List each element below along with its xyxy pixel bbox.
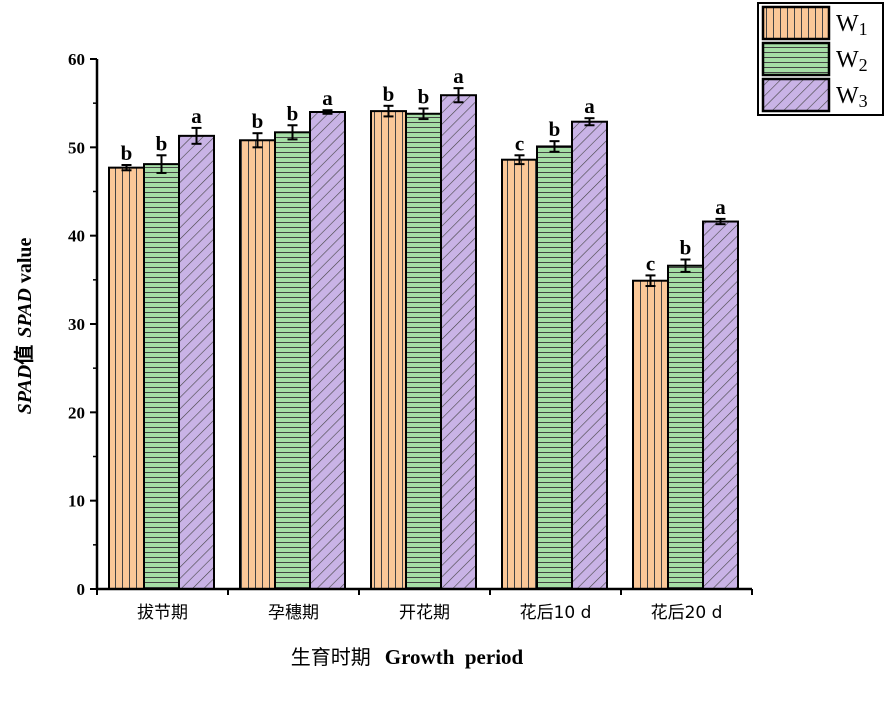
bar-w2-1 bbox=[143, 163, 180, 590]
legend-swatch-w3 bbox=[761, 77, 831, 113]
legend: W1 W2 W3 bbox=[757, 2, 884, 116]
error-bar-w2-4 bbox=[549, 140, 560, 153]
sig-letter-w2-3: b bbox=[418, 84, 430, 108]
x-axis-label-cn: 生育时期 bbox=[291, 645, 371, 669]
x-tick-label: 花后10 d bbox=[520, 603, 592, 623]
y-axis-label-part-3: SPAD bbox=[14, 288, 36, 338]
y-axis-label: SPAD值 SPAD value bbox=[12, 237, 36, 414]
x-tick-label: 花后20 d bbox=[651, 603, 723, 623]
sig-letter-w3-3: a bbox=[453, 64, 464, 88]
y-tick-label: 40 bbox=[68, 227, 85, 246]
bar-w2-5 bbox=[667, 264, 704, 590]
bar-w2-2 bbox=[274, 131, 311, 590]
x-ticks: 拔节期 孕穗期 开花期 花后10 d 花后20 d bbox=[96, 589, 753, 623]
error-bar-w3-4 bbox=[584, 117, 595, 127]
y-tick-label: 20 bbox=[68, 403, 85, 422]
sig-letter-w1-2: b bbox=[252, 109, 264, 133]
sig-letter-w3-2: a bbox=[322, 86, 333, 110]
error-bar-w2-1 bbox=[156, 154, 167, 174]
legend-label-w2: W2 bbox=[836, 47, 868, 75]
sig-letter-w3-1: a bbox=[191, 104, 202, 128]
bar-w1-3 bbox=[370, 110, 407, 590]
error-bar-w1-2 bbox=[252, 132, 263, 149]
legend-label-w1: W1 bbox=[836, 11, 868, 39]
bar-w3-2 bbox=[309, 111, 346, 590]
error-bar-w1-4 bbox=[514, 154, 525, 166]
error-bar-w3-5 bbox=[715, 217, 726, 226]
sig-letter-w1-1: b bbox=[121, 141, 133, 165]
error-bar-w2-3 bbox=[418, 107, 429, 121]
error-bar-w3-3 bbox=[453, 87, 464, 104]
bar-w1-5 bbox=[632, 279, 669, 590]
y-tick-label: 0 bbox=[77, 580, 86, 599]
sig-letter-w2-1: b bbox=[156, 131, 168, 155]
y-tick-label: 60 bbox=[68, 50, 85, 69]
y-tick-label: 30 bbox=[68, 315, 85, 334]
x-tick-label: 开花期 bbox=[399, 603, 450, 623]
x-axis-label: 生育时期 Growth period bbox=[291, 645, 524, 669]
bar-w3-5 bbox=[702, 220, 739, 591]
error-bar-w1-5 bbox=[645, 274, 656, 288]
error-bar-w1-1 bbox=[121, 164, 132, 172]
bar-w2-4 bbox=[536, 145, 573, 590]
x-tick-label: 孕穗期 bbox=[268, 603, 319, 623]
y-axis-label-part-1: SPAD bbox=[14, 365, 36, 415]
y-axis-label-part-4: value bbox=[14, 237, 36, 288]
x-tick-label: 拔节期 bbox=[137, 603, 188, 623]
bar-w3-3 bbox=[440, 94, 477, 590]
error-bars-layer bbox=[121, 87, 726, 288]
bar-w3-4 bbox=[571, 120, 608, 590]
sig-letter-w1-4: c bbox=[515, 131, 524, 155]
y-ticks: 0 10 20 30 40 50 60 bbox=[68, 50, 97, 599]
bar-w2-3 bbox=[405, 112, 442, 591]
y-tick-label: 50 bbox=[68, 138, 85, 157]
bar-w1-4 bbox=[501, 158, 538, 590]
x-axis-label-en: Growth period bbox=[385, 645, 524, 669]
legend-label-w3: W3 bbox=[836, 83, 868, 111]
error-bar-w2-5 bbox=[680, 258, 691, 273]
legend-swatch-w2 bbox=[761, 41, 831, 77]
sig-letter-w1-5: c bbox=[646, 251, 655, 275]
sig-letter-w2-4: b bbox=[549, 117, 561, 141]
error-bar-w3-1 bbox=[191, 126, 202, 145]
sig-letter-w3-5: a bbox=[715, 195, 726, 219]
error-bar-w3-2 bbox=[322, 109, 333, 115]
bars-layer bbox=[108, 94, 739, 591]
bar-w1-2 bbox=[239, 139, 276, 590]
legend-swatch-w1 bbox=[761, 5, 831, 41]
bar-w3-1 bbox=[178, 134, 215, 590]
error-bar-w1-3 bbox=[383, 104, 394, 118]
sig-letter-w2-5: b bbox=[680, 236, 692, 260]
bar-w1-1 bbox=[108, 166, 145, 590]
sig-letter-w1-3: b bbox=[383, 82, 395, 106]
sig-letter-w3-4: a bbox=[584, 94, 595, 118]
y-axis-label-part-2: 值 bbox=[12, 338, 36, 365]
sig-letter-w2-2: b bbox=[287, 101, 299, 125]
y-tick-label: 10 bbox=[68, 492, 85, 511]
error-bar-w2-2 bbox=[287, 124, 298, 141]
